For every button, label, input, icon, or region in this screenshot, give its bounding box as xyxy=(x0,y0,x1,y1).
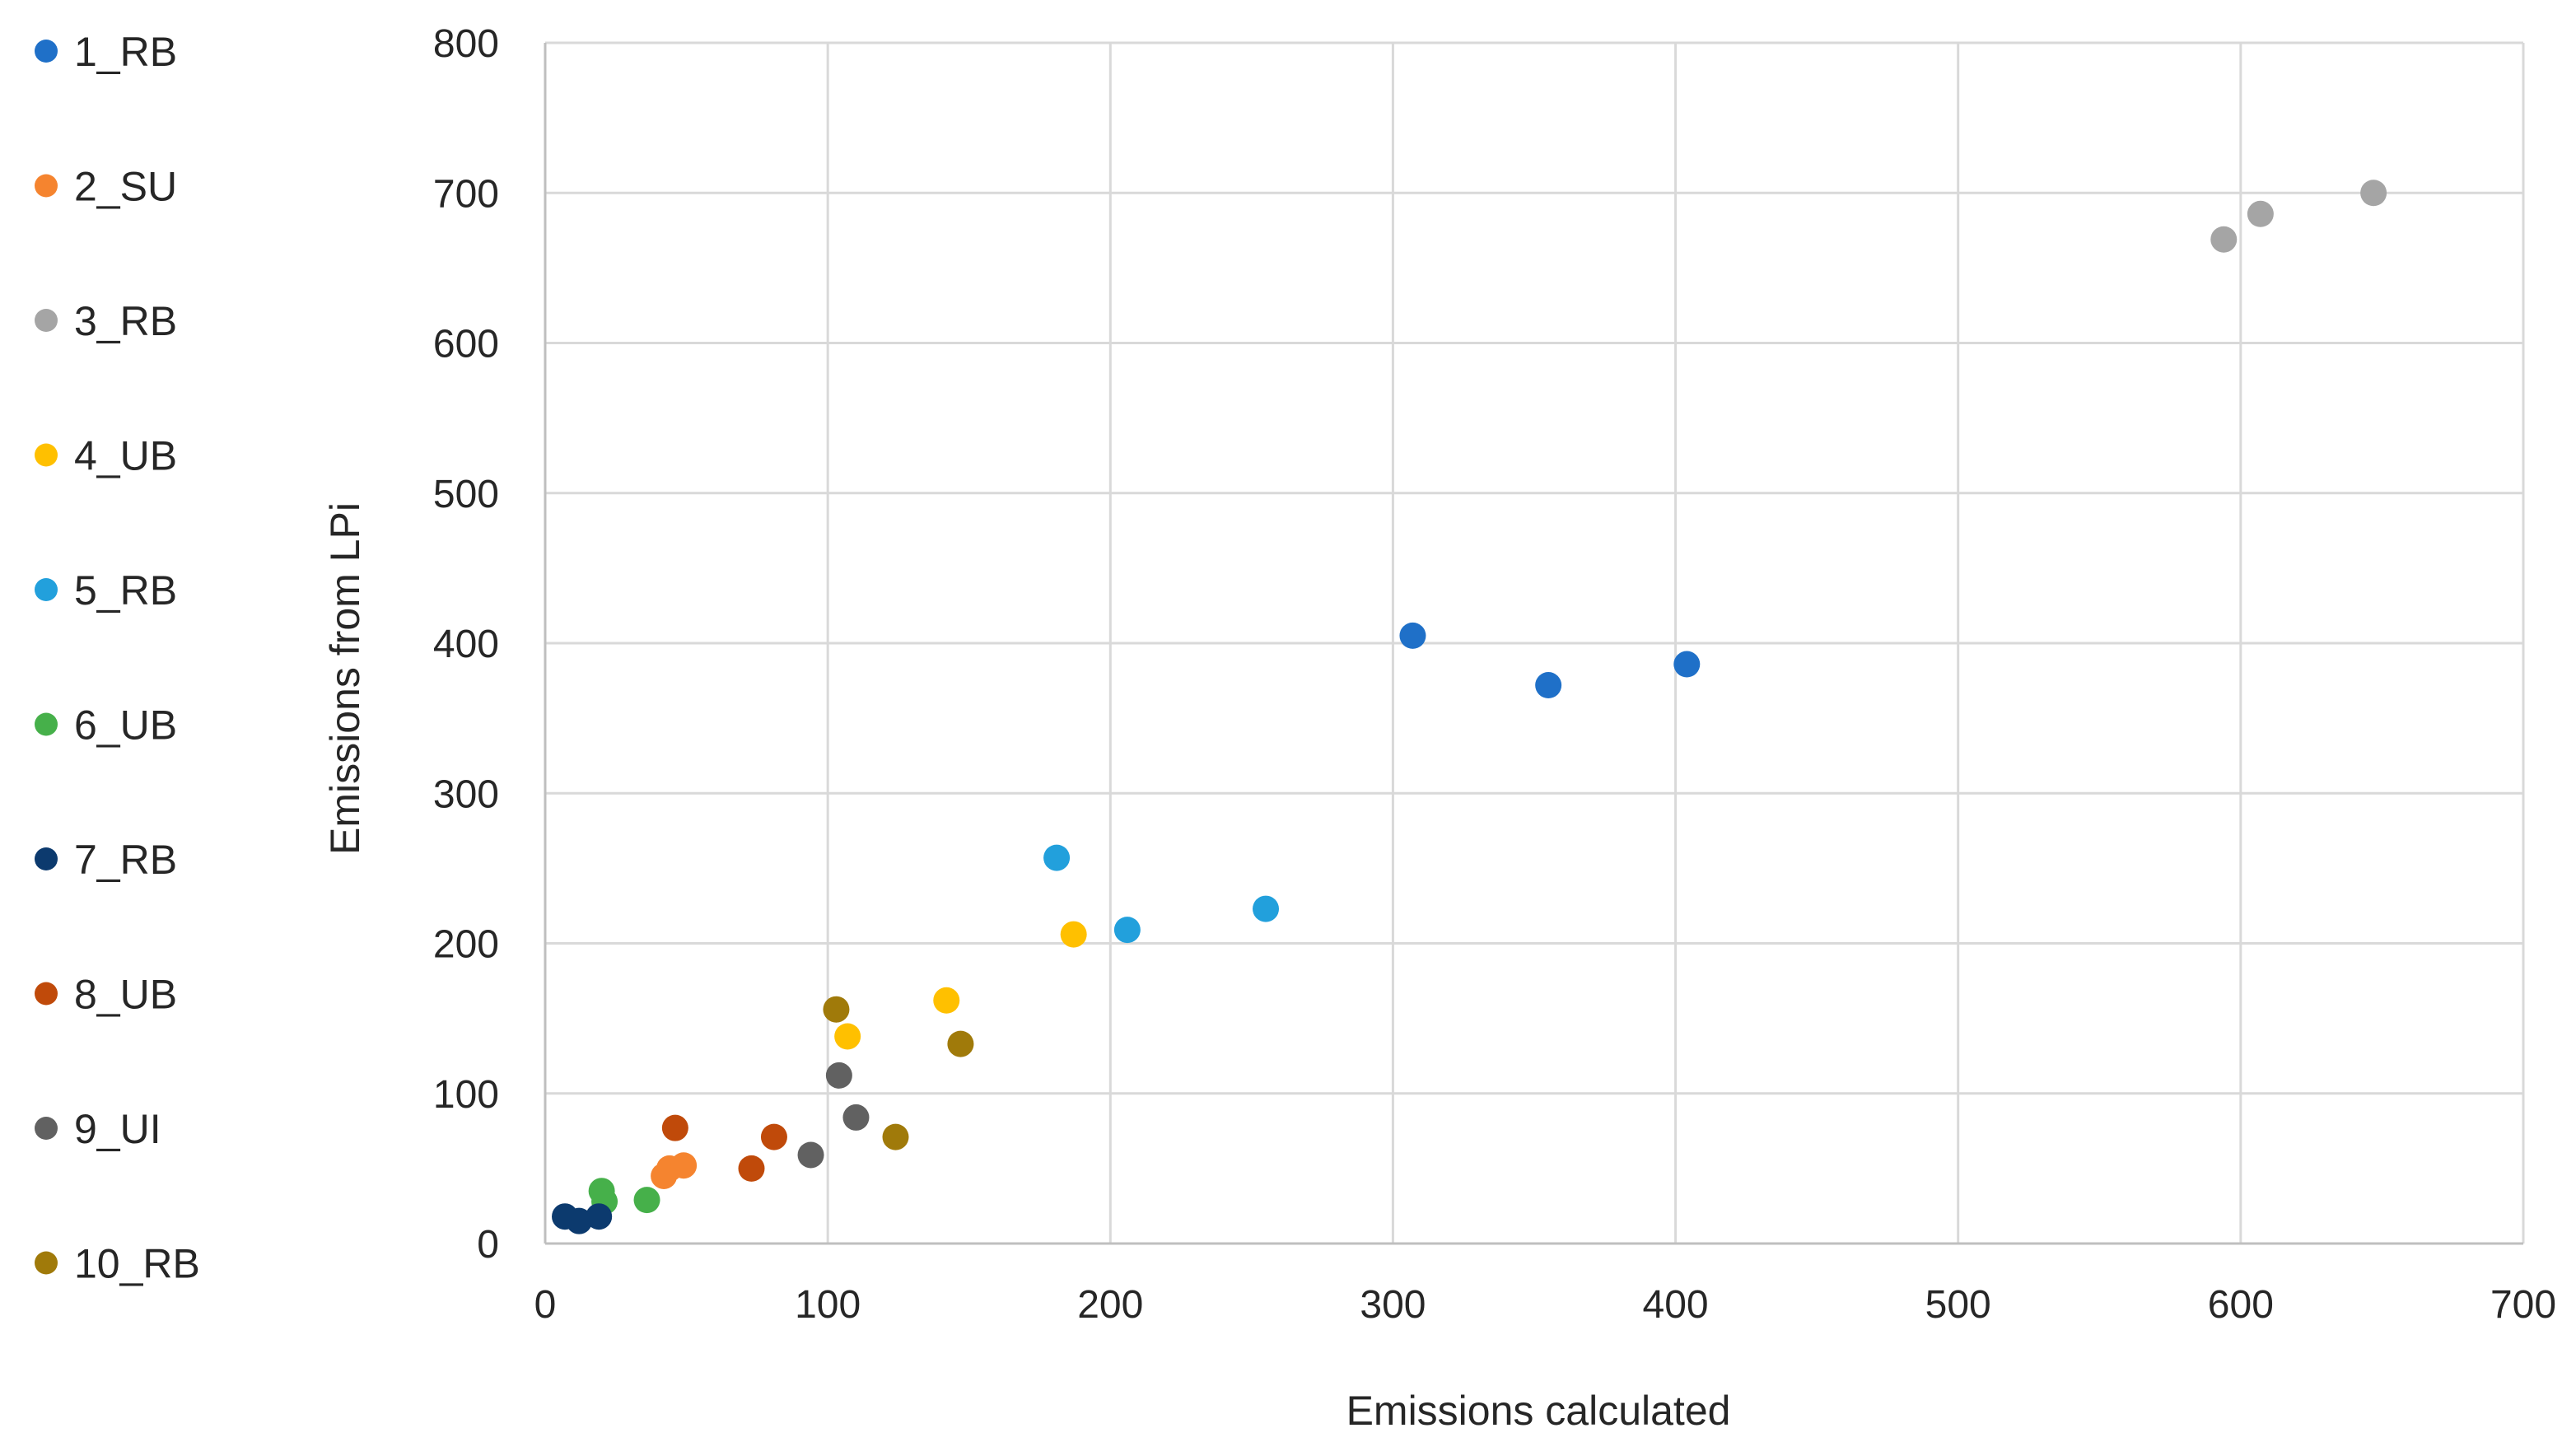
data-point-9_UI xyxy=(797,1141,824,1169)
x-tick-label: 200 xyxy=(1077,1283,1143,1327)
legend-marker-5_RB xyxy=(35,578,58,601)
legend-marker-1_RB xyxy=(35,40,58,63)
axes xyxy=(544,43,2523,1245)
data-point-4_UB xyxy=(834,1023,861,1050)
x-axis-title: Emissions calculated xyxy=(1346,1388,1731,1434)
data-point-3_RB xyxy=(2360,180,2387,207)
data-point-5_RB xyxy=(1253,895,1280,922)
y-tick-label: 500 xyxy=(433,473,499,516)
legend-marker-8_UB xyxy=(35,982,58,1006)
data-point-10_RB xyxy=(947,1030,974,1057)
legend-label-3_RB: 3_RB xyxy=(74,298,177,344)
data-point-8_UB xyxy=(760,1123,787,1150)
legend-marker-6_UB xyxy=(35,712,58,736)
x-tick-label: 400 xyxy=(1643,1283,1709,1327)
data-point-7_RB xyxy=(586,1203,613,1230)
legend-label-5_RB: 5_RB xyxy=(74,567,177,614)
y-tick-label: 400 xyxy=(433,623,499,666)
data-point-4_UB xyxy=(1060,921,1087,948)
data-point-2_SU xyxy=(670,1152,698,1179)
legend-marker-4_UB xyxy=(35,443,58,467)
legend-label-9_UI: 9_UI xyxy=(74,1106,161,1152)
data-point-3_RB xyxy=(2210,226,2238,253)
legend-label-2_SU: 2_SU xyxy=(74,164,177,210)
legend-label-6_UB: 6_UB xyxy=(74,702,177,749)
legend: 1_RB 2_SU 3_RB 4_UB 5_RB 6_UB 7_RB 8_UB 9_UI 10_R… xyxy=(35,29,200,1287)
x-tick-label: 0 xyxy=(534,1283,557,1327)
legend-label-8_UB: 8_UB xyxy=(74,972,177,1018)
data-point-1_RB xyxy=(1399,622,1426,649)
data-point-3_RB xyxy=(2247,200,2274,227)
legend-label-7_RB: 7_RB xyxy=(74,837,177,883)
legend-label-1_RB: 1_RB xyxy=(74,29,177,75)
data-point-1_RB xyxy=(1673,651,1701,678)
data-point-8_UB xyxy=(738,1155,765,1182)
x-tick-label: 600 xyxy=(2208,1283,2274,1327)
data-point-8_UB xyxy=(661,1114,688,1141)
legend-marker-7_RB xyxy=(35,847,58,870)
legend-marker-3_RB xyxy=(35,309,58,332)
y-tick-label: 100 xyxy=(433,1073,499,1117)
data-point-5_RB xyxy=(1043,844,1071,871)
data-point-10_RB xyxy=(882,1123,909,1150)
data-points xyxy=(552,180,2387,1234)
x-tick-label: 700 xyxy=(2490,1283,2556,1327)
y-axis-title: Emissions from LPi xyxy=(322,502,368,855)
y-tick-label: 600 xyxy=(433,323,499,366)
legend-marker-2_SU xyxy=(35,174,58,198)
data-point-10_RB xyxy=(823,996,850,1023)
data-point-5_RB xyxy=(1113,917,1141,944)
data-point-7_RB xyxy=(566,1207,593,1234)
gridlines xyxy=(545,41,2525,1244)
legend-label-10_RB: 10_RB xyxy=(74,1241,200,1287)
x-tick-label: 300 xyxy=(1360,1283,1426,1327)
y-tick-label: 200 xyxy=(433,923,499,967)
y-tick-label: 800 xyxy=(433,22,499,66)
legend-label-4_UB: 4_UB xyxy=(74,433,177,479)
y-tick-label: 700 xyxy=(433,172,499,216)
x-tick-label: 100 xyxy=(795,1283,861,1327)
legend-marker-10_RB xyxy=(35,1251,58,1275)
data-point-9_UI xyxy=(842,1104,870,1131)
y-tick-label: 300 xyxy=(433,772,499,816)
data-point-6_UB xyxy=(633,1187,660,1214)
x-tick-label: 500 xyxy=(1925,1283,1991,1327)
legend-marker-9_UI xyxy=(35,1117,58,1140)
tick-labels: 0 100 200 300 400 500 600 700 0 100 200 300 400 500 60… xyxy=(433,22,2556,1327)
data-point-9_UI xyxy=(825,1062,852,1089)
data-point-4_UB xyxy=(933,987,960,1014)
data-point-1_RB xyxy=(1535,672,1562,699)
y-tick-label: 0 xyxy=(477,1223,499,1267)
